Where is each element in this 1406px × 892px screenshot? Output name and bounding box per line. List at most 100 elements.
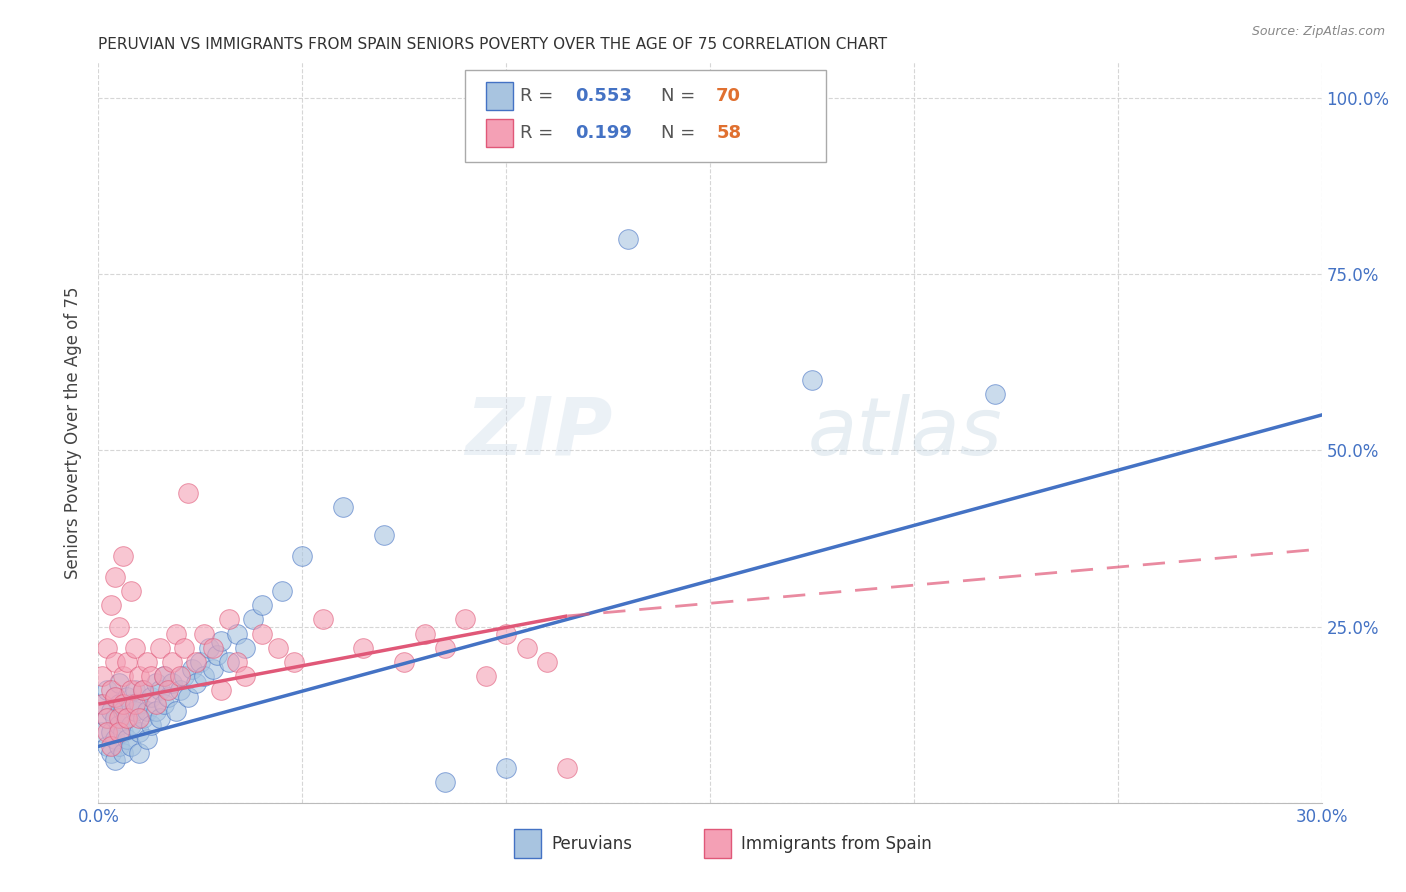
Point — [100, 747, 122, 761]
Point — [132, 711, 155, 725]
Point — [136, 655, 159, 669]
Point — [96, 711, 118, 725]
Text: PERUVIAN VS IMMIGRANTS FROM SPAIN SENIORS POVERTY OVER THE AGE OF 75 CORRELATION: PERUVIAN VS IMMIGRANTS FROM SPAIN SENIOR… — [98, 37, 887, 52]
Point — [186, 676, 208, 690]
Point — [111, 725, 134, 739]
Point — [267, 640, 290, 655]
Point — [104, 732, 127, 747]
Point — [141, 690, 163, 704]
Text: 58: 58 — [716, 124, 741, 142]
Point — [233, 669, 256, 683]
Point — [555, 760, 579, 774]
Point — [165, 704, 187, 718]
Point — [120, 739, 142, 754]
Point — [801, 373, 824, 387]
Y-axis label: Seniors Poverty Over the Age of 75: Seniors Poverty Over the Age of 75 — [65, 286, 83, 579]
Point — [91, 669, 114, 683]
Point — [111, 669, 134, 683]
Point — [169, 669, 191, 683]
Point — [177, 485, 200, 500]
Point — [201, 662, 224, 676]
Point — [128, 725, 150, 739]
Point — [984, 387, 1007, 401]
Point — [96, 725, 118, 739]
Point — [100, 739, 122, 754]
Point — [115, 732, 138, 747]
Text: R =: R = — [520, 124, 560, 142]
FancyBboxPatch shape — [465, 70, 827, 162]
Point — [136, 732, 159, 747]
Point — [108, 711, 131, 725]
Point — [100, 725, 122, 739]
Point — [124, 697, 146, 711]
Point — [312, 612, 335, 626]
Point — [108, 718, 131, 732]
Text: 70: 70 — [716, 87, 741, 104]
Point — [233, 640, 256, 655]
Point — [145, 697, 167, 711]
Point — [91, 697, 114, 711]
Bar — [486, 119, 513, 147]
Point — [145, 676, 167, 690]
Point — [242, 612, 264, 626]
Point — [270, 584, 294, 599]
Point — [108, 676, 131, 690]
Point — [218, 655, 240, 669]
Point — [181, 662, 204, 676]
Point — [128, 697, 150, 711]
Point — [108, 725, 131, 739]
Point — [128, 711, 150, 725]
Point — [100, 704, 122, 718]
Bar — [704, 829, 731, 858]
Text: N =: N = — [661, 124, 702, 142]
Point — [392, 655, 416, 669]
Point — [250, 599, 273, 613]
Point — [474, 669, 498, 683]
Point — [173, 640, 195, 655]
Point — [104, 754, 127, 768]
Point — [332, 500, 354, 514]
Point — [193, 626, 215, 640]
Point — [120, 584, 142, 599]
Point — [152, 669, 174, 683]
Point — [209, 683, 232, 698]
Point — [111, 704, 134, 718]
Point — [124, 683, 146, 698]
Point — [96, 683, 118, 698]
Point — [96, 739, 118, 754]
Point — [104, 570, 127, 584]
Point — [177, 690, 200, 704]
Point — [111, 697, 134, 711]
Point — [120, 697, 142, 711]
Point — [152, 697, 174, 711]
Point — [91, 697, 114, 711]
Point — [132, 683, 155, 698]
Point — [226, 655, 249, 669]
Text: 0.553: 0.553 — [575, 87, 633, 104]
Point — [124, 640, 146, 655]
Point — [209, 633, 232, 648]
Point — [128, 747, 150, 761]
Point — [291, 549, 314, 563]
Point — [250, 626, 273, 640]
Point — [156, 690, 179, 704]
Point — [617, 232, 640, 246]
Point — [100, 683, 122, 698]
Text: Source: ZipAtlas.com: Source: ZipAtlas.com — [1251, 25, 1385, 38]
Text: atlas: atlas — [808, 393, 1002, 472]
Text: ZIP: ZIP — [465, 393, 612, 472]
Point — [104, 711, 127, 725]
Point — [283, 655, 305, 669]
Point — [149, 711, 172, 725]
Text: 0.199: 0.199 — [575, 124, 633, 142]
Point — [226, 626, 249, 640]
Point — [111, 747, 134, 761]
Point — [145, 704, 167, 718]
Bar — [515, 829, 541, 858]
Point — [454, 612, 477, 626]
Point — [108, 739, 131, 754]
Point — [218, 612, 240, 626]
Point — [169, 683, 191, 698]
Point — [495, 760, 517, 774]
Point — [149, 640, 172, 655]
